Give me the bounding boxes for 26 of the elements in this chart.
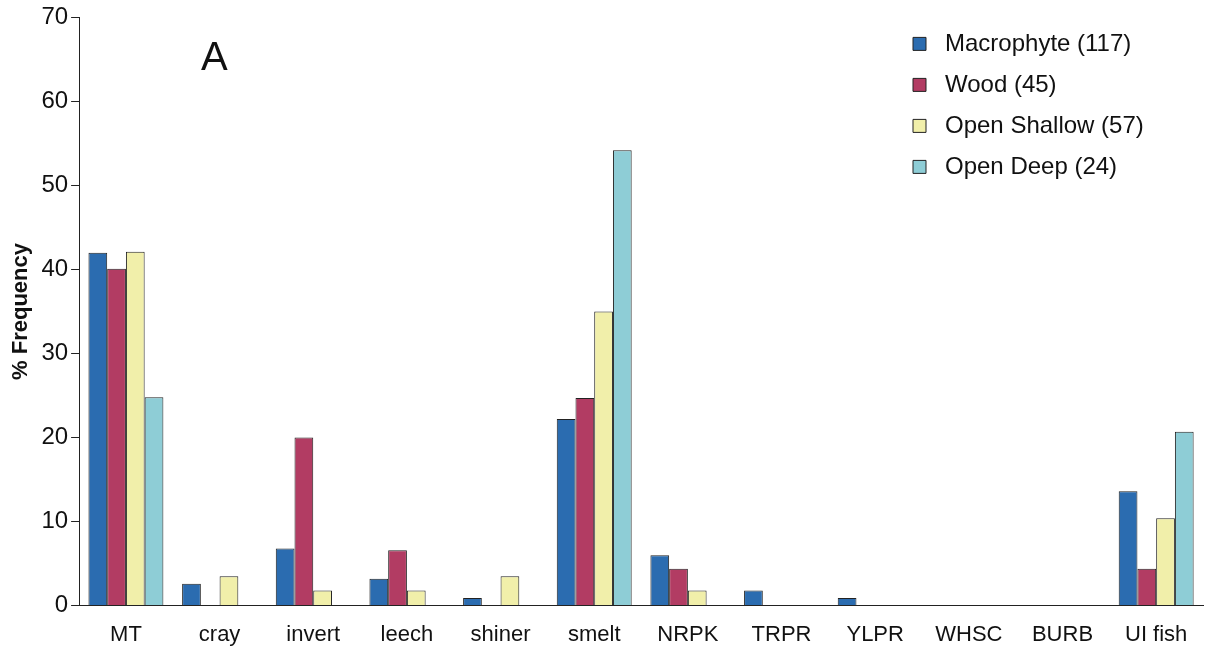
y-tick-label: 10: [41, 506, 69, 534]
x-tick-label: NRPK: [657, 620, 719, 646]
x-tick-label: BURB: [1031, 620, 1094, 646]
x-tick-label: leech: [380, 620, 434, 646]
x-tick-label: smelt: [567, 620, 621, 646]
legend-label: Macrophyte (117): [945, 29, 1132, 57]
legend-label: Open Deep (24): [945, 152, 1118, 180]
legend-label: Open Shallow (57): [945, 111, 1144, 139]
legend-label: Wood (45): [945, 70, 1057, 98]
y-axis-title: % Frequency: [7, 242, 33, 380]
x-tick-label: MT: [110, 620, 142, 646]
x-tick-label: TRPR: [751, 620, 812, 646]
y-tick-label: 0: [54, 590, 69, 618]
y-tick-label: 20: [41, 422, 69, 450]
x-tick-label: WHSC: [935, 620, 1003, 646]
x-tick-label: shiner: [470, 620, 531, 646]
y-tick-label: 30: [41, 338, 69, 366]
x-tick-label: YLPR: [846, 620, 904, 646]
annotation: A: [201, 34, 229, 79]
x-tick-label: cray: [198, 620, 241, 646]
y-tick-label: 40: [41, 254, 69, 282]
y-tick-label: 50: [41, 170, 69, 198]
y-tick-label: 70: [41, 2, 69, 30]
y-tick-label: 60: [41, 86, 69, 114]
x-tick-label: UI fish: [1124, 620, 1188, 646]
x-tick-label: invert: [286, 620, 341, 646]
